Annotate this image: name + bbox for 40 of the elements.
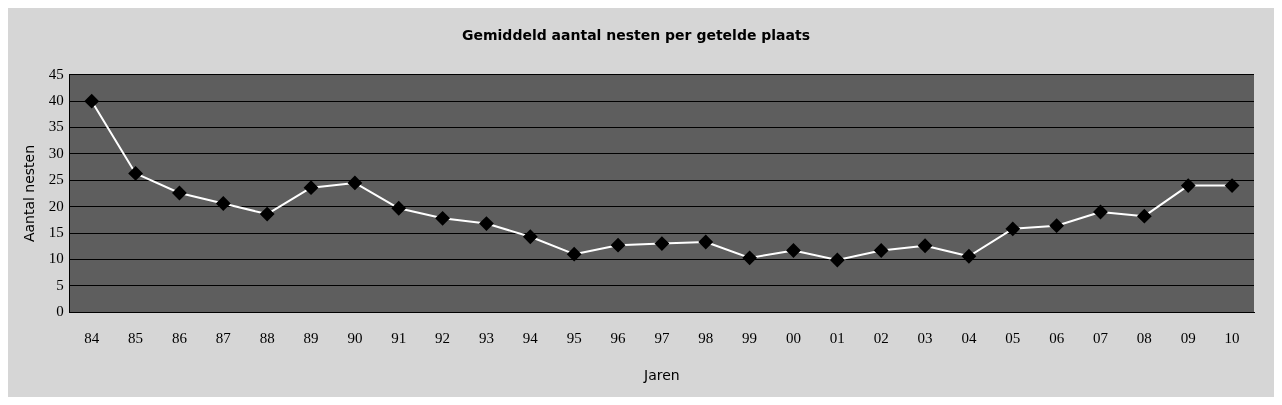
x-tick-label: 09 [1180, 330, 1196, 347]
x-tick-label: 87 [215, 330, 232, 347]
x-tick-label: 95 [566, 330, 582, 347]
x-tick-label: 02 [873, 330, 889, 347]
x-tick-label: 03 [917, 330, 933, 347]
y-axis-title: Aantal nesten [21, 144, 38, 243]
x-tick-label: 08 [1136, 330, 1152, 347]
y-tick-label: 25 [48, 171, 64, 188]
x-tick-label: 92 [435, 330, 451, 347]
y-tick-label: 15 [48, 224, 64, 240]
x-tick-label: 00 [785, 330, 801, 347]
x-tick-label: 93 [478, 330, 494, 347]
y-tick-label: 10 [48, 250, 64, 267]
x-tick-label: 07 [1092, 330, 1109, 347]
x-tick-label: 91 [391, 330, 407, 347]
y-tick-label: 35 [48, 118, 64, 135]
x-tick-label: 97 [654, 330, 670, 347]
x-axis-title: Jaren [643, 367, 680, 384]
y-tick-label: 5 [56, 276, 64, 293]
x-tick-label: 04 [961, 330, 977, 347]
x-tick-label: 06 [1049, 330, 1065, 347]
x-tick-label: 88 [259, 330, 275, 347]
y-tick-label: 45 [48, 65, 64, 82]
x-tick-label: 84 [84, 330, 100, 347]
x-tick-label: 98 [698, 330, 714, 347]
chart-title: Gemiddeld aantal nesten per getelde plaats [461, 27, 811, 44]
x-tick-label: 10 [1224, 330, 1240, 347]
x-tick-label: 89 [303, 330, 319, 347]
x-tick-label: 86 [171, 330, 188, 347]
y-tick-label: 0 [56, 303, 64, 320]
x-tick-label: 90 [347, 330, 363, 347]
y-tick-label: 40 [48, 92, 64, 109]
x-tick-label: 99 [742, 330, 758, 347]
y-tick-label: 30 [48, 144, 64, 161]
x-tick-label: 94 [522, 330, 539, 347]
x-tick-label: 01 [829, 330, 845, 347]
y-tick-label: 20 [48, 197, 64, 214]
x-tick-label: 96 [610, 330, 627, 347]
x-tick-label: 85 [128, 330, 144, 347]
x-tick-label: 05 [1005, 330, 1021, 347]
